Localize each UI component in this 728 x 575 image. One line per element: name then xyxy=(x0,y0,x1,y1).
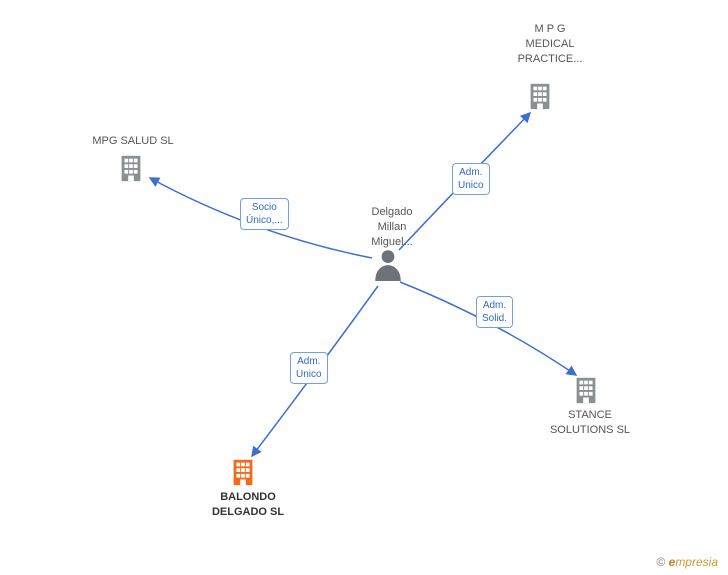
edge-to-stance-label: Adm. Solid. xyxy=(476,296,513,328)
copyright-symbol: © xyxy=(656,555,665,569)
person-center-label: Delgado Millan Miguel... xyxy=(362,205,422,250)
brand-rest: mpresia xyxy=(675,555,718,569)
node-mpg-medical-label: M P G MEDICAL PRACTICE... xyxy=(510,22,590,67)
node-mpg-medical-icon[interactable] xyxy=(525,81,555,111)
node-mpg-salud-label: MPG SALUD SL xyxy=(78,134,188,149)
node-mpg-salud-icon[interactable] xyxy=(116,153,146,183)
edge-to-mpg-salud-label: Socio Único,... xyxy=(240,198,289,230)
edge-to-mpg-medical-label: Adm. Unico xyxy=(452,163,490,195)
node-balondo-icon[interactable] xyxy=(228,457,258,487)
node-stance-label: STANCE SOLUTIONS SL xyxy=(540,408,640,438)
person-center-icon[interactable] xyxy=(371,247,405,281)
footer-credit: © empresia xyxy=(656,555,718,569)
node-balondo-label: BALONDO DELGADO SL xyxy=(198,490,298,520)
node-stance-icon[interactable] xyxy=(571,375,601,405)
edge-to-balondo-label: Adm. Unico xyxy=(290,352,328,384)
